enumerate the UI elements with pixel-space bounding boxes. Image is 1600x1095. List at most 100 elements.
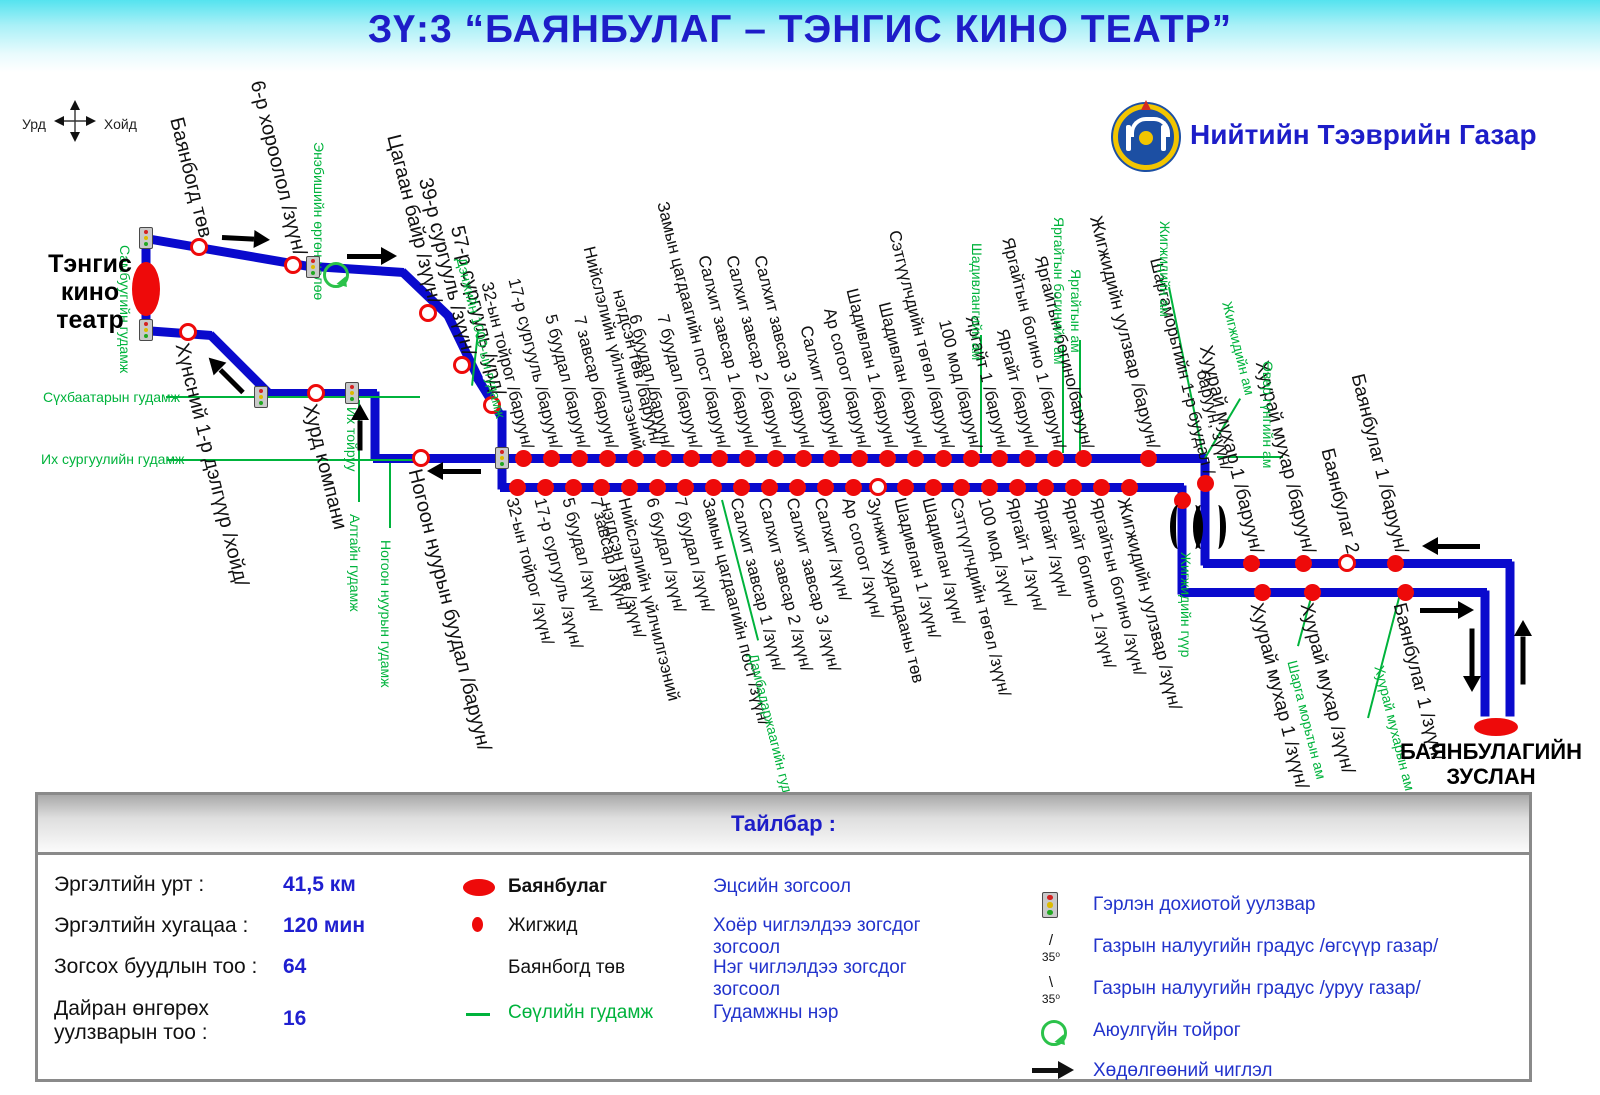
legend-right-desc: Газрын налуугийн градус /уруу газар/ [1093, 978, 1421, 999]
stop-one-direction [307, 384, 325, 402]
stop-name: Баянбогд төв [164, 115, 217, 241]
stop [570, 449, 588, 467]
street-name: Жигжидийн ам [1219, 300, 1259, 398]
stop [934, 449, 952, 467]
stop [816, 478, 834, 496]
direction-arrow-head [253, 229, 271, 249]
traffic-light-icon [306, 256, 320, 278]
street-line [1217, 456, 1283, 458]
legend-stat-label: Эргэлтийн урт : [54, 873, 205, 896]
stop [1120, 478, 1138, 496]
stop [620, 478, 638, 496]
route-map: Баянбогд төв 6-р хороолол /зүүн/Цагаан ба… [41, 79, 1582, 821]
compass: Урд Хойд [22, 100, 137, 147]
terminal-start-ellipse [132, 262, 160, 316]
legend-title: Тайлбар : [730, 810, 837, 836]
legend-stat-value: 16 [283, 1007, 307, 1030]
stop [1092, 478, 1110, 496]
roundabout-icon [323, 262, 352, 291]
street-name: Ногоон нуурын гудамж [378, 540, 394, 688]
street-line [166, 396, 420, 398]
traffic-light-icon [139, 227, 153, 249]
stop [1173, 491, 1191, 509]
title-band: ЗҮ:3 “БАЯНБУЛАГ – ТЭНГИС КИНО ТЕАТР” [0, 0, 1600, 72]
street-line [167, 459, 420, 461]
direction-arrow-head [1458, 601, 1474, 619]
stop [1046, 449, 1064, 467]
stop [542, 449, 560, 467]
stop [626, 449, 644, 467]
transport-agency-logo-icon [1113, 100, 1179, 170]
legend-symbol-desc: Нэг чиглэлдээ зогсдог зогсоол [713, 957, 907, 1000]
direction-arrow [1438, 543, 1480, 549]
legend-right-desc: Аюулгүйн тойрог [1093, 1020, 1241, 1041]
legend-symbol-label: Сөүлийн гудамж [508, 1002, 654, 1023]
stop [704, 478, 722, 496]
compass-south-label: Урд [22, 115, 46, 132]
street-name: Сүхбаатарын гудамж [43, 389, 181, 405]
stop [794, 449, 812, 467]
stop [648, 478, 666, 496]
direction-arrow-head [427, 462, 443, 480]
legend-terminal-ellipse-icon [463, 879, 495, 896]
stop [536, 478, 554, 496]
stop-name: Баянбулаг 2 [1316, 446, 1364, 557]
direction-arrow [1520, 636, 1526, 684]
stop-one-direction [869, 478, 887, 496]
legend-symbol-desc: Хоёр чиглэлдээ зогсдог зогсоол [713, 915, 921, 958]
legend-right-desc: Газрын налуугийн градус /өгсүүр газар/ [1093, 936, 1439, 957]
stop [592, 478, 610, 496]
legend-symbol-desc: Эцсийн зогсоол [713, 876, 851, 897]
route-title: ЗҮ:3 “БАЯНБУЛАГ – ТЭНГИС КИНО ТЕАТР” [367, 8, 1233, 51]
legend-stat-label: Эргэлтийн хугацаа : [54, 914, 249, 937]
route-line [1203, 558, 1512, 568]
traffic-light-icon [139, 319, 153, 341]
stop [732, 478, 750, 496]
route-line [143, 325, 213, 340]
street-name: Алтайн гудамж [347, 514, 363, 612]
street-name: Их сургуулийн гудамж [41, 451, 185, 467]
direction-arrow [1420, 607, 1458, 613]
stop [1196, 474, 1214, 492]
stop [514, 449, 532, 467]
legend-body: Эргэлтийн урт : 41,5 км Эргэлтийн хугацаа … [38, 855, 1529, 1081]
stop-name: Жигжидийн уулзвар /баруун/ [1085, 214, 1164, 452]
direction-arrow [221, 234, 255, 242]
stop [1139, 449, 1157, 467]
street-name: Жигжидийн ам [1157, 221, 1173, 317]
stop-one-direction [190, 238, 208, 256]
route-line [500, 482, 1184, 492]
stop [1036, 478, 1054, 496]
stop [710, 449, 728, 467]
legend-stat-value: 41,5 км [283, 873, 356, 896]
compass-icon [53, 100, 96, 147]
street-name: Жигжидийн гүүр [1178, 552, 1194, 658]
stop [952, 478, 970, 496]
stop [682, 449, 700, 467]
legend-stat-label: Дайран өнгөрөх уулзварын тоо : [54, 997, 209, 1044]
legend-stat-value: 120 мин [283, 914, 366, 937]
stop [1303, 583, 1321, 601]
stop [1074, 449, 1092, 467]
stop [924, 478, 942, 496]
route-line [1505, 561, 1515, 716]
stop [508, 478, 526, 496]
legend-stop-dot-icon [472, 917, 483, 932]
stop [962, 449, 980, 467]
stop [990, 449, 1008, 467]
terminal-end-label: БАЯНБУЛАГИЙН ЗУСЛАН [1400, 739, 1582, 789]
compass-north-label: Хойд [103, 115, 137, 132]
stop [760, 478, 778, 496]
traffic-light-icon [254, 386, 268, 408]
agency-name: Нийтийн Тээврийн Газар [1190, 119, 1537, 150]
stop [1064, 478, 1082, 496]
direction-arrow-head [381, 247, 397, 265]
legend-street-line-icon [466, 1013, 490, 1016]
stop [654, 449, 672, 467]
stop [896, 478, 914, 496]
stop [822, 449, 840, 467]
stop [1242, 554, 1260, 572]
direction-arrow [443, 468, 481, 474]
stop-one-direction [284, 256, 302, 274]
